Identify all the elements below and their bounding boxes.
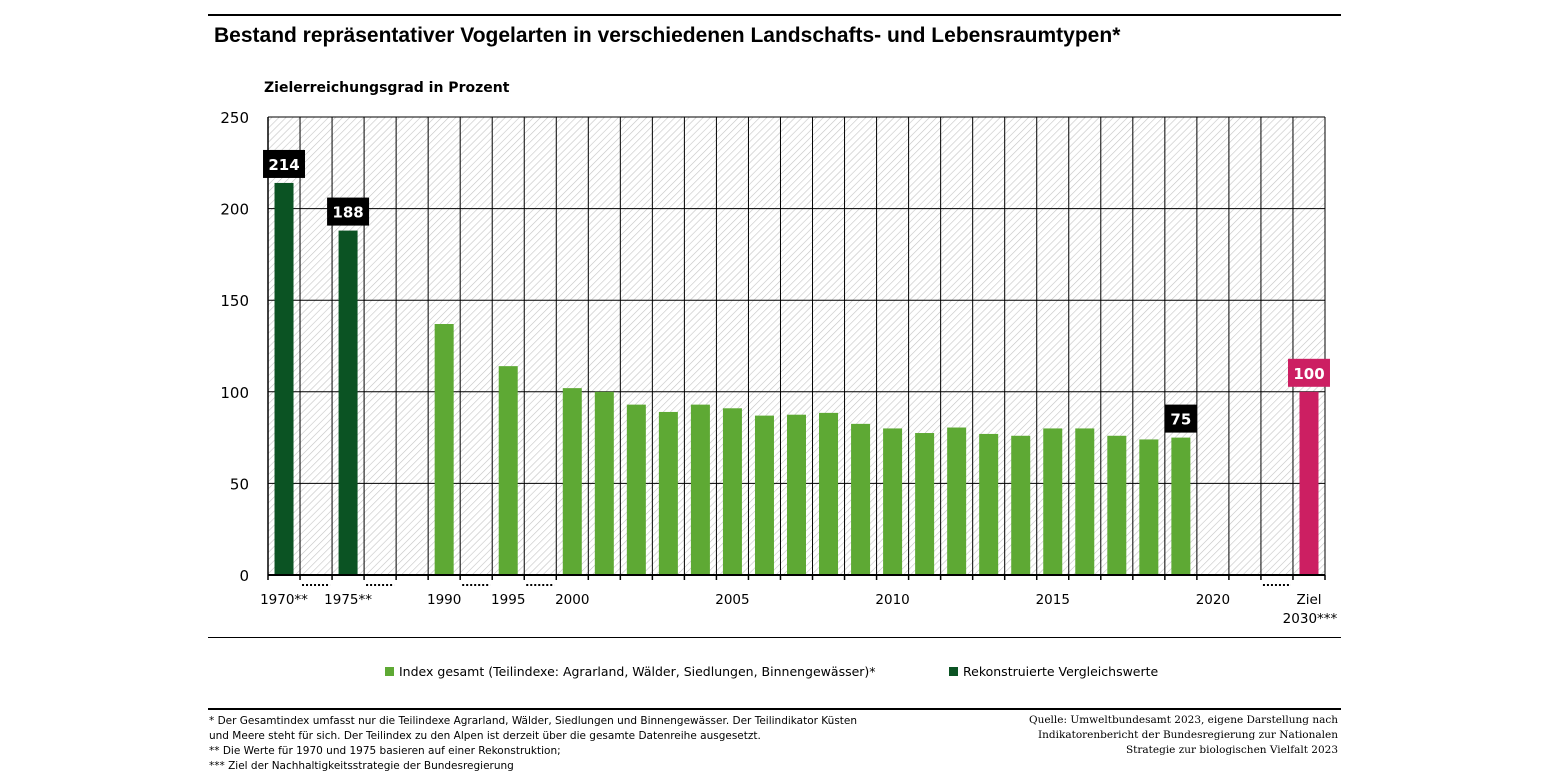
bar-2003 bbox=[658, 411, 678, 575]
x-tick-label: 2030*** bbox=[1283, 611, 1338, 627]
legend-swatch-index bbox=[385, 667, 394, 676]
chart-title: Bestand repräsentativer Vogelarten in ve… bbox=[214, 24, 1121, 47]
legend-label-index: Index gesamt (Teilindexe: Agrarland, Wäl… bbox=[399, 664, 876, 679]
bar-2010 bbox=[883, 428, 903, 575]
x-tick-label: 2015 bbox=[1036, 592, 1070, 608]
x-tick-label: Ziel bbox=[1296, 592, 1321, 608]
data-label: 188 bbox=[332, 204, 363, 222]
data-label-box bbox=[327, 197, 370, 226]
data-label-box bbox=[263, 149, 306, 178]
bar-2013 bbox=[979, 433, 999, 575]
bar-1970 bbox=[274, 182, 294, 575]
bar-chart: 0 50 100 150 200 250 1970** 1975** 1990 1995 2000 2… bbox=[220, 109, 1338, 627]
bar-2014 bbox=[1011, 435, 1031, 575]
x-tick-label: 1990 bbox=[427, 592, 461, 608]
bar-2007 bbox=[787, 414, 806, 575]
data-label-box bbox=[1287, 358, 1330, 387]
footnotes: * Der Gesamtindex umfasst nur die Teilin… bbox=[209, 714, 857, 774]
footer-rule bbox=[208, 708, 1341, 710]
x-tick-label: 1995 bbox=[491, 592, 525, 608]
bar-1995 bbox=[498, 366, 518, 575]
bar-2018 bbox=[1139, 439, 1159, 575]
y-tick-label: 150 bbox=[220, 292, 249, 310]
bar-2015 bbox=[1043, 428, 1063, 575]
legend-item-index: Index gesamt (Teilindexe: Agrarland, Wäl… bbox=[385, 664, 876, 679]
data-label: 75 bbox=[1170, 411, 1191, 429]
x-tick-label: 2020 bbox=[1196, 592, 1230, 608]
bar-2001 bbox=[594, 391, 614, 575]
data-label-box bbox=[1164, 404, 1197, 433]
source-line: Indikatorenbericht der Bundesregierung z… bbox=[1037, 729, 1338, 741]
y-tick-label: 200 bbox=[220, 201, 249, 219]
bar-2006 bbox=[754, 415, 774, 575]
source-line: Quelle: Umweltbundesamt 2023, eigene Dar… bbox=[1028, 714, 1338, 726]
bar-2016 bbox=[1075, 428, 1095, 575]
bar-2019 bbox=[1171, 437, 1191, 575]
bar-2002 bbox=[626, 404, 646, 575]
bar-2004 bbox=[690, 404, 710, 575]
bar-2000 bbox=[562, 388, 582, 575]
bar-2005 bbox=[722, 408, 742, 575]
y-tick-label: 250 bbox=[220, 109, 249, 127]
bar-2011 bbox=[915, 433, 935, 575]
bar-2012 bbox=[947, 427, 967, 575]
footnote-line: *** Ziel der Nachhaltigkeitsstrategie de… bbox=[209, 760, 514, 772]
footnote-line: und Meere steht für sich. Der Teilindex … bbox=[209, 730, 761, 742]
bar-2017 bbox=[1107, 435, 1127, 575]
footnote-line: * Der Gesamtindex umfasst nur die Teilin… bbox=[209, 715, 858, 727]
bar-2009 bbox=[851, 423, 871, 575]
y-tick-label: 50 bbox=[230, 475, 249, 493]
y-tick-label: 0 bbox=[239, 567, 249, 585]
bar-2008 bbox=[819, 412, 839, 575]
legend-swatch-reconstructed bbox=[949, 667, 958, 676]
bar-2030 bbox=[1299, 391, 1319, 575]
legend-item-reconstructed: Rekonstruierte Vergleichswerte bbox=[949, 664, 1158, 679]
source-line: Strategie zur biologischen Vielfalt 2023 bbox=[1125, 744, 1338, 756]
bar-1975 bbox=[338, 230, 358, 576]
x-tick-label: 2005 bbox=[715, 592, 749, 608]
y-axis-title: Zielerreichungsgrad in Prozent bbox=[264, 80, 510, 96]
x-tick-label: 2000 bbox=[555, 592, 589, 608]
chart-bottom-rule bbox=[208, 637, 1341, 638]
top-rule bbox=[208, 14, 1341, 16]
x-tick-label: 1970** bbox=[260, 592, 308, 608]
data-label: 214 bbox=[268, 156, 299, 174]
data-label: 100 bbox=[1293, 365, 1324, 383]
x-tick-label: 2010 bbox=[875, 592, 909, 608]
y-tick-label: 100 bbox=[220, 384, 249, 402]
bar-1990 bbox=[434, 324, 454, 575]
legend-label-reconstructed: Rekonstruierte Vergleichswerte bbox=[963, 664, 1159, 679]
source-note: Quelle: Umweltbundesamt 2023, eigene Dar… bbox=[998, 713, 1338, 758]
x-tick-label: 1975** bbox=[324, 592, 372, 608]
footnote-line: ** Die Werte für 1970 und 1975 basieren … bbox=[209, 745, 561, 757]
